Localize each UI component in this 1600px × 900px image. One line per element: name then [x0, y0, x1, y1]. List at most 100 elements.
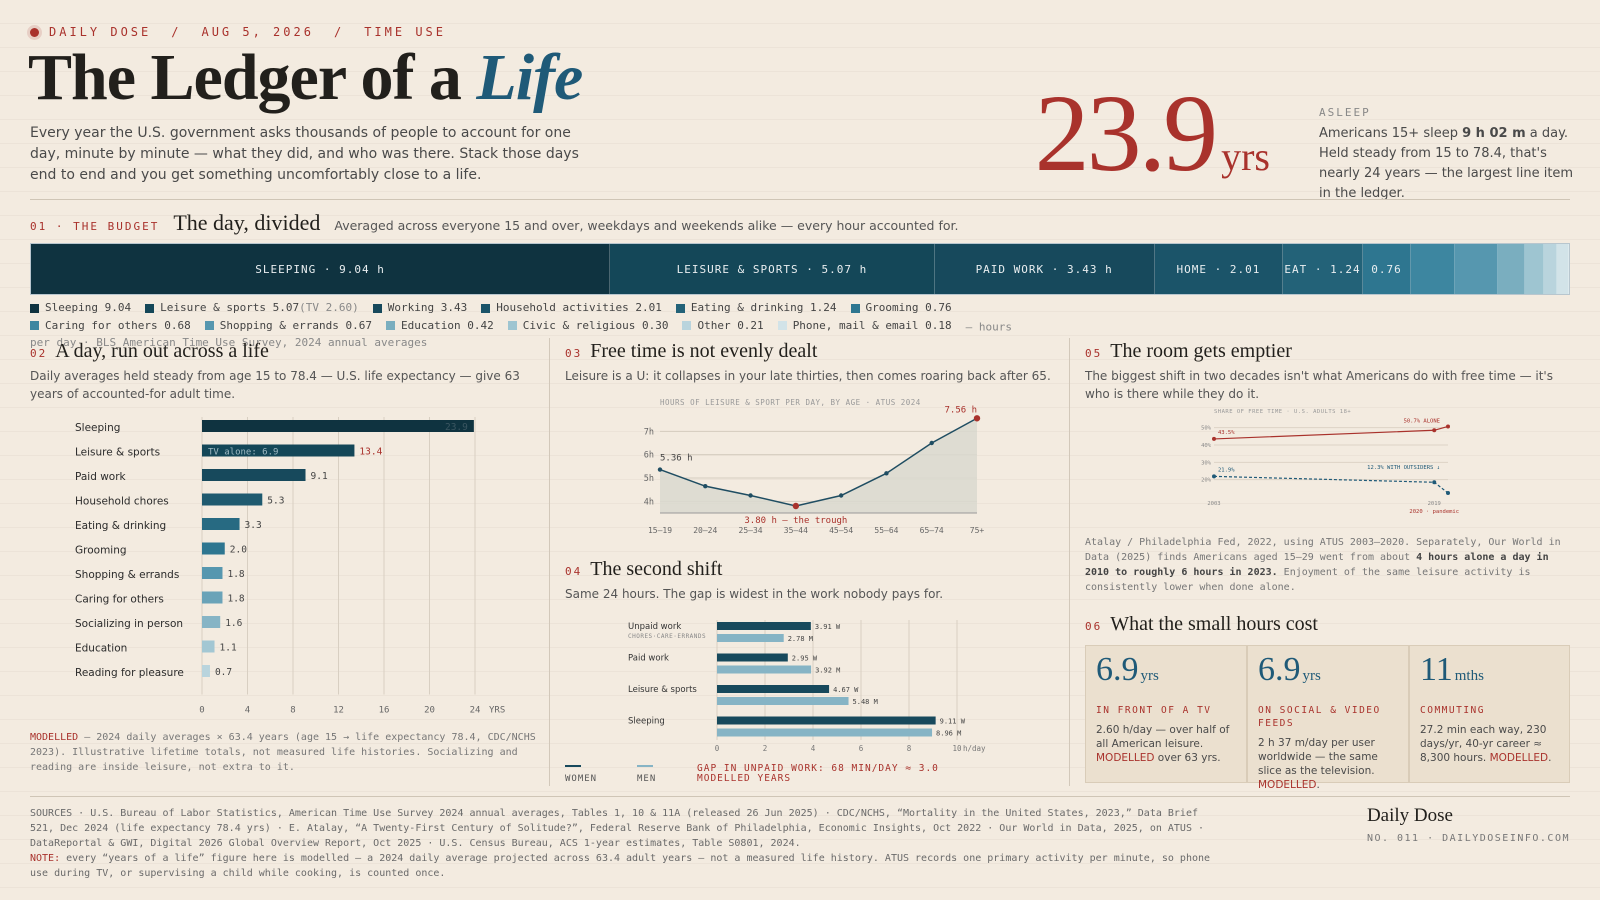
budget-segment — [1557, 244, 1569, 294]
s5-number: 05 — [1085, 347, 1103, 360]
x-tick-label: 75+ — [970, 526, 985, 535]
legend-label: Leisure & sports 5.07 — [160, 301, 300, 314]
s5-heading: 05 The room gets emptier — [1085, 340, 1292, 363]
data-point — [1432, 480, 1437, 485]
s5-description: The biggest shift in two decades isn't w… — [1085, 369, 1553, 401]
x-tick-label: 10 — [952, 744, 962, 753]
data-label: 3.3 — [245, 520, 262, 531]
y-tick-label: 4h — [644, 497, 654, 507]
x-tick-label: 6 — [859, 744, 864, 753]
footer-note-label: NOTE: — [30, 853, 61, 864]
card-value: 6.9 yrs — [1096, 652, 1236, 694]
header-divider — [30, 199, 1570, 200]
budget-segment — [1454, 244, 1498, 294]
column-divider — [549, 338, 550, 786]
bar — [202, 469, 306, 481]
category-label: Shopping & errands — [75, 569, 179, 581]
bar — [202, 444, 355, 457]
data-label: 5.36 h — [660, 454, 693, 464]
tv-cost-card: 6.9 yrs IN FRONT OF A TV 2.60 h/day — ove… — [1085, 645, 1247, 783]
data-point — [1432, 428, 1437, 433]
x-tick-label: 0 — [715, 744, 720, 753]
y-tick-label: 50% — [1201, 426, 1212, 432]
x-tick-label: 12 — [333, 706, 344, 716]
x-tick-label: 45–54 — [829, 526, 853, 535]
legend-item: Civic & religious 0.30 — [507, 318, 668, 334]
data-label: 9.11 W — [940, 718, 966, 726]
data-point — [838, 493, 844, 498]
modelled-tag: MODELLED — [1258, 779, 1317, 791]
card-tail: . — [1316, 779, 1320, 791]
y-tick-label: 20% — [1201, 478, 1212, 484]
x-unit-label: h/day — [963, 744, 986, 753]
category-label: Sleeping — [628, 717, 665, 727]
s2-number: 02 — [30, 347, 48, 360]
chart-title: SHARE OF FREE TIME · U.S. ADULTS 18+ — [1214, 409, 1351, 415]
asleep-text-b: a day. Held steady from 15 to 78.4, that… — [1319, 126, 1574, 201]
legend-label: Household activities 2.01 — [496, 301, 662, 314]
s6-title: What the small hours cost — [1110, 613, 1318, 635]
category-label: Caring for others — [75, 594, 164, 606]
page-title: The Ledger of a Life — [28, 40, 583, 116]
alone-share-chart: SHARE OF FREE TIME · U.S. ADULTS 18+ 20% 3… — [1201, 409, 1459, 515]
legend-label: Shopping & errands 0.67 — [219, 318, 373, 332]
bar — [202, 567, 223, 579]
page-title-emphasis: Life — [476, 41, 583, 114]
card-unit: yrs — [1140, 668, 1159, 684]
data-label: 9.1 — [311, 471, 328, 482]
data-label: 23.9 — [445, 422, 468, 433]
card-tail: . — [1548, 752, 1552, 764]
legend-swatch — [675, 303, 685, 313]
budget-segment: EAT · 1.24 — [1283, 244, 1363, 294]
series-line — [659, 417, 978, 507]
data-label: 8.96 M — [936, 730, 961, 738]
legend-item: Household activities 2.01 — [481, 300, 662, 316]
s3-heading: 03 Free time is not evenly dealt — [565, 340, 817, 363]
footer-note-text: every “years of a life” figure here is m… — [30, 853, 1211, 879]
x-unit-label: YRS — [489, 706, 505, 716]
social-cost-card: 6.9 yrs ON SOCIAL & VIDEO FEEDS 2 h 37 m/… — [1247, 645, 1409, 791]
bar — [717, 653, 788, 662]
bar — [202, 665, 210, 677]
kicker-dot — [30, 27, 39, 37]
kicker-topic: TIME USE — [364, 25, 446, 39]
legend-swatch — [850, 303, 860, 313]
data-point — [1212, 474, 1216, 479]
category-label: Leisure & sports — [75, 447, 160, 459]
category-label: Eating & drinking — [75, 520, 166, 532]
card-key: IN FRONT OF A TV — [1096, 705, 1212, 716]
data-label: 1.1 — [220, 643, 237, 654]
legend-item: Caring for others 0.68 — [30, 318, 191, 334]
data-label: 5.48 M — [853, 698, 878, 706]
category-label: Education — [75, 643, 127, 655]
card-value: 11 mths — [1420, 652, 1559, 694]
legend-label: MEN — [637, 774, 656, 784]
x-tick-label: 20 — [424, 706, 435, 716]
s2-note: MODELLED — 2024 daily averages × 63.4 ye… — [30, 730, 540, 775]
brand-name: Daily Dose — [1366, 805, 1453, 826]
x-tick-label: 4 — [811, 744, 816, 753]
legend-item: Phone, mail & email 0.18 — [777, 318, 952, 334]
series-line — [1213, 475, 1449, 494]
s6-heading: 06 What the small hours cost — [1085, 613, 1318, 636]
intro-text: Every year the U.S. government asks thou… — [30, 125, 579, 183]
budget-heading: 01 · THE BUDGET The day, divided Average… — [30, 210, 958, 236]
budget-segment: PAID WORK · 3.43 h — [934, 244, 1155, 294]
y-tick-label: 40% — [1201, 443, 1212, 449]
asleep-stat: 23.9 yrs — [1035, 78, 1270, 212]
data-point — [1446, 424, 1450, 429]
x-tick-label: 25–34 — [739, 526, 763, 535]
legend-note: — hours per day · BLS American Time Use … — [30, 320, 1012, 349]
budget-description: Averaged across everyone 15 and over, we… — [334, 218, 959, 233]
data-point — [973, 415, 981, 422]
card-key: ON SOCIAL & VIDEO FEEDS — [1258, 705, 1381, 729]
data-point — [657, 467, 663, 472]
s2-note-label: MODELLED — [30, 732, 79, 743]
modelled-tag: MODELLED — [1489, 752, 1549, 764]
bar — [717, 697, 849, 705]
budget-segment: SLEEPING · 9.04 h — [31, 244, 611, 294]
gap-callout: MODELLED YEARS — [697, 773, 791, 784]
gap-callout: GAP IN UNPAID WORK: 68 MIN/DAY ≈ 3.0 — [697, 763, 939, 774]
s4-description: Same 24 hours. The gap is widest in the … — [565, 587, 944, 601]
asleep-text-bold: 9 h 02 m — [1462, 126, 1526, 141]
